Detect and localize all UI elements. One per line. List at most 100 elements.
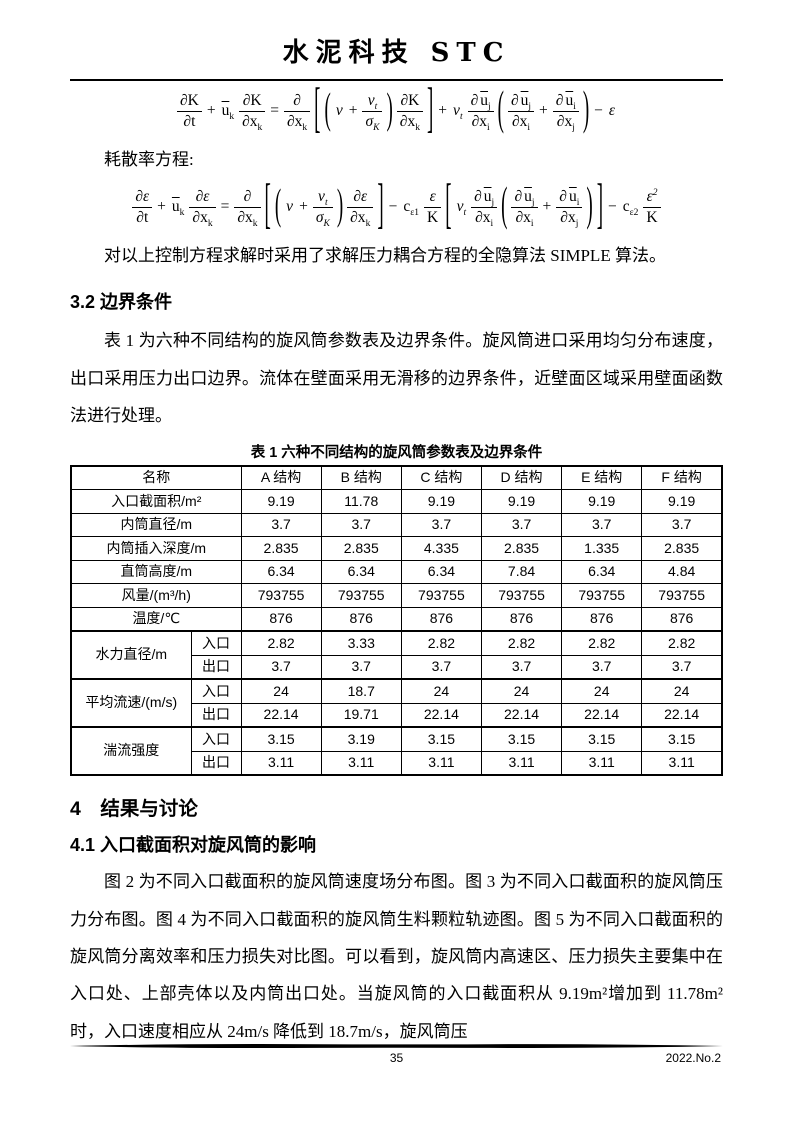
fraction: ∂K ∂xk [396, 91, 423, 132]
fraction-bar [284, 110, 311, 112]
eq-run: ∂xi [509, 112, 533, 133]
eq-symbol: ∂t [136, 208, 149, 226]
eq-symbol: + [157, 198, 166, 216]
eq-symbol: ∂xi [511, 112, 531, 133]
table-cell: 22.14 [561, 702, 643, 728]
table-cell: 876 [320, 606, 402, 632]
eq-run: ∂ uj [511, 187, 537, 208]
eq-run: ε2 [644, 188, 661, 206]
eq-symbol: ∂xk [287, 112, 308, 133]
table-cell: 2.82 [240, 630, 322, 656]
eq-run: νt [452, 102, 464, 122]
table-cell: 876 [561, 606, 643, 632]
row-sublabel: 出口 [190, 654, 242, 680]
page-number: 35 [389, 1051, 404, 1065]
table-cell: 24 [641, 678, 723, 704]
column-header: B 结构 [320, 465, 402, 491]
eq-symbol: + [542, 198, 552, 216]
eq-run: ∂xj [557, 209, 581, 229]
eq-run: ∂t [133, 209, 151, 227]
eq-symbol: ∂ [514, 187, 523, 205]
table-cell: 6.34 [240, 559, 322, 585]
table-cell: 3.7 [320, 654, 402, 680]
table-cell: 3.7 [240, 654, 322, 680]
eq-symbol: uj [524, 187, 535, 208]
row-sublabel: 入口 [190, 678, 242, 704]
fence: ] [596, 175, 604, 237]
eq-symbol: ui [565, 91, 576, 112]
table-cell: 3.11 [400, 750, 482, 776]
table-cell: 793755 [400, 583, 482, 608]
fraction-bar [176, 110, 202, 112]
footer-row: 35 2022.No.2 [70, 1051, 723, 1069]
eq-run: νt [456, 198, 468, 218]
eq-symbol: ε [429, 187, 436, 205]
eq-run: σK [362, 113, 382, 133]
table-cell: 876 [240, 606, 322, 632]
eq-symbol: νt [318, 187, 328, 208]
eq-symbol: + [299, 198, 308, 216]
eq-symbol: uj [483, 187, 495, 208]
table-caption: 表 1 六种不同结构的旋风筒参数表及边界条件 [250, 444, 543, 461]
eq-run: cε2 [622, 198, 640, 218]
fraction: ∂K ∂t [176, 92, 202, 131]
table-cell: 24 [561, 678, 643, 704]
eq-run: ε [427, 188, 439, 206]
eq-symbol: ∂K [400, 91, 420, 109]
eq-run: + [206, 102, 217, 120]
fraction-bar [347, 206, 374, 208]
boundary-conditions-paragraph: 表 1 为六种不同结构的旋风筒参数表及边界条件。旋风筒进口采用均匀分布速度，出口… [70, 331, 723, 426]
fraction-bar [643, 206, 661, 208]
eq-symbol: ∂xi [515, 208, 534, 229]
table-cell: 3.11 [320, 750, 402, 776]
fence: ) [386, 85, 393, 135]
fence: ( [324, 85, 331, 135]
row-label: 风量/(m³/h) [70, 583, 242, 608]
table-cell: 2.835 [641, 536, 723, 561]
fraction-bar [362, 110, 383, 112]
eq-run: ∂ε [132, 188, 152, 206]
eq-symbol: + [438, 102, 448, 120]
column-header: F 结构 [641, 465, 723, 491]
table-cell: 3.11 [561, 750, 643, 776]
eq-symbol: ∂ [474, 187, 482, 205]
column-header: 名称 [70, 465, 242, 491]
section-3-2-heading: 3.2 边界条件 [70, 292, 173, 313]
table-cell: 793755 [561, 583, 643, 608]
eq-run: uk [221, 102, 236, 123]
table-cell: 3.7 [641, 654, 723, 680]
eq-run: ∂ ui [553, 91, 579, 112]
table-header-row: 名称 A 结构 B 结构 C 结构 D 结构 E 结构 F 结构 [70, 465, 723, 491]
table-row: 入口截面积/m² 9.19 11.78 9.19 9.19 9.19 9.19 [70, 489, 723, 514]
eq-symbol: ∂xi [475, 208, 494, 229]
row-label: 温度/℃ [70, 606, 242, 632]
row-label: 内筒直径/m [70, 512, 242, 538]
eq-run: σK [313, 208, 333, 229]
eq-symbol: + [348, 102, 358, 120]
eq-run: ∂K [240, 92, 265, 110]
table-cell: 9.19 [641, 489, 723, 514]
fraction-bar [511, 206, 538, 208]
table-cell: 3.11 [641, 750, 723, 776]
table-cell: 3.15 [240, 726, 322, 752]
fence: ) [586, 179, 593, 233]
eq-run: ∂xj [554, 113, 578, 133]
column-header: A 结构 [240, 465, 322, 491]
table-cell: 3.7 [561, 512, 643, 538]
eq-symbol: σK [315, 208, 330, 229]
table-cell: 793755 [641, 583, 723, 608]
eq-symbol: ∂t [183, 112, 196, 130]
eq-symbol: ∂ε [135, 187, 150, 205]
eq-run: K [643, 209, 660, 227]
fraction-bar [396, 110, 423, 112]
table-cell: 4.84 [641, 559, 723, 585]
eq-run: ∂ ui [556, 188, 582, 208]
row-sublabel: 入口 [190, 726, 242, 752]
eq-symbol: uj [520, 91, 532, 112]
eq-run: = [269, 102, 280, 120]
table-cell: 11.78 [320, 489, 402, 514]
eq-symbol: − [388, 198, 398, 216]
table-cell: 9.19 [240, 489, 322, 514]
eq-symbol: uk [221, 102, 235, 123]
table-row: 湍流强度 入口 3.15 3.19 3.15 3.15 3.15 3.15 [70, 726, 723, 776]
